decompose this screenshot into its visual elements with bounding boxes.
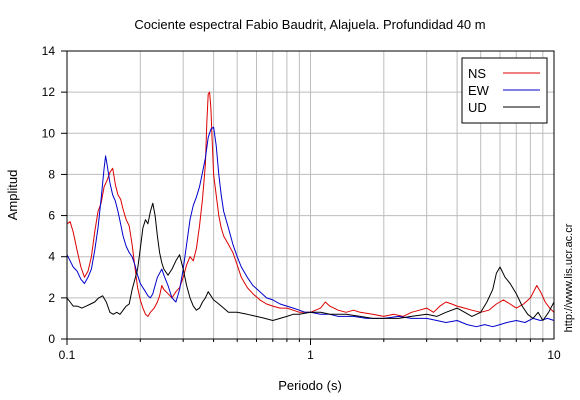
y-tick-label: 12 [42,85,56,99]
y-tick-label: 6 [48,209,55,223]
y-tick-label: 14 [42,44,56,58]
x-axis-title: Periodo (s) [278,378,342,393]
y-axis-title: Amplitud [5,170,20,221]
axis-ticks [61,50,544,345]
x-tick-label: 1 [307,348,314,362]
series-line-ud [66,202,555,321]
y-tick-label: 4 [48,250,55,264]
chart-title: Cociente espectral Fabio Baudrit, Alajue… [134,17,485,32]
y-tick-label: 8 [48,167,55,181]
y-tick-label: 0 [48,332,55,346]
legend-label-ns: NS [468,66,486,81]
y-tick-label: 2 [48,291,55,305]
series-layer [66,91,555,328]
legend-label-ew: EW [468,83,490,98]
series-line-ew [66,126,555,328]
tick-labels: 0 2 4 6 8 10 12 14 0.1 1 10 [42,44,561,362]
legend-label-ud: UD [468,100,487,115]
series-line-ns [66,91,555,317]
x-tick-label: 10 [547,348,561,362]
watermark-url: http://www.lis.ucr.ac.cr [563,223,575,332]
y-tick-label: 10 [42,126,56,140]
x-tick-label: 0.1 [59,348,76,362]
grid [66,50,554,340]
legend: NS EW UD [461,57,548,124]
